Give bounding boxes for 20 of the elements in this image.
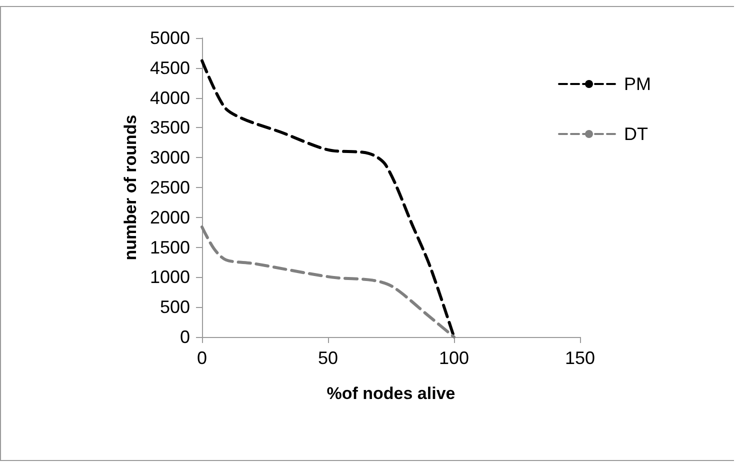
y-tick-label: 1500 <box>150 237 190 258</box>
y-tick-label: 4500 <box>150 58 190 78</box>
legend-label: DT <box>624 124 648 144</box>
y-tick-label: 0 <box>180 327 190 347</box>
x-axis-title: %of nodes alive <box>326 384 456 403</box>
y-tick-label: 4000 <box>150 88 190 108</box>
legend-label: PM <box>624 74 651 94</box>
y-tick-label: 3000 <box>150 148 190 168</box>
y-tick-label: 3500 <box>150 118 190 138</box>
y-tick-label: 2000 <box>150 207 190 228</box>
y-tick-label: 500 <box>160 297 190 318</box>
y-axis-title: number of rounds <box>121 114 140 260</box>
y-tick-label: 2500 <box>150 178 190 198</box>
x-tick-label: 150 <box>564 348 596 368</box>
y-tick-label: 1000 <box>150 267 190 288</box>
x-tick-label: 0 <box>196 348 208 368</box>
x-tick-label: 100 <box>438 348 470 368</box>
line-series <box>200 225 456 338</box>
x-tick-label: 50 <box>318 348 338 368</box>
y-tick-label: 5000 <box>150 28 190 48</box>
